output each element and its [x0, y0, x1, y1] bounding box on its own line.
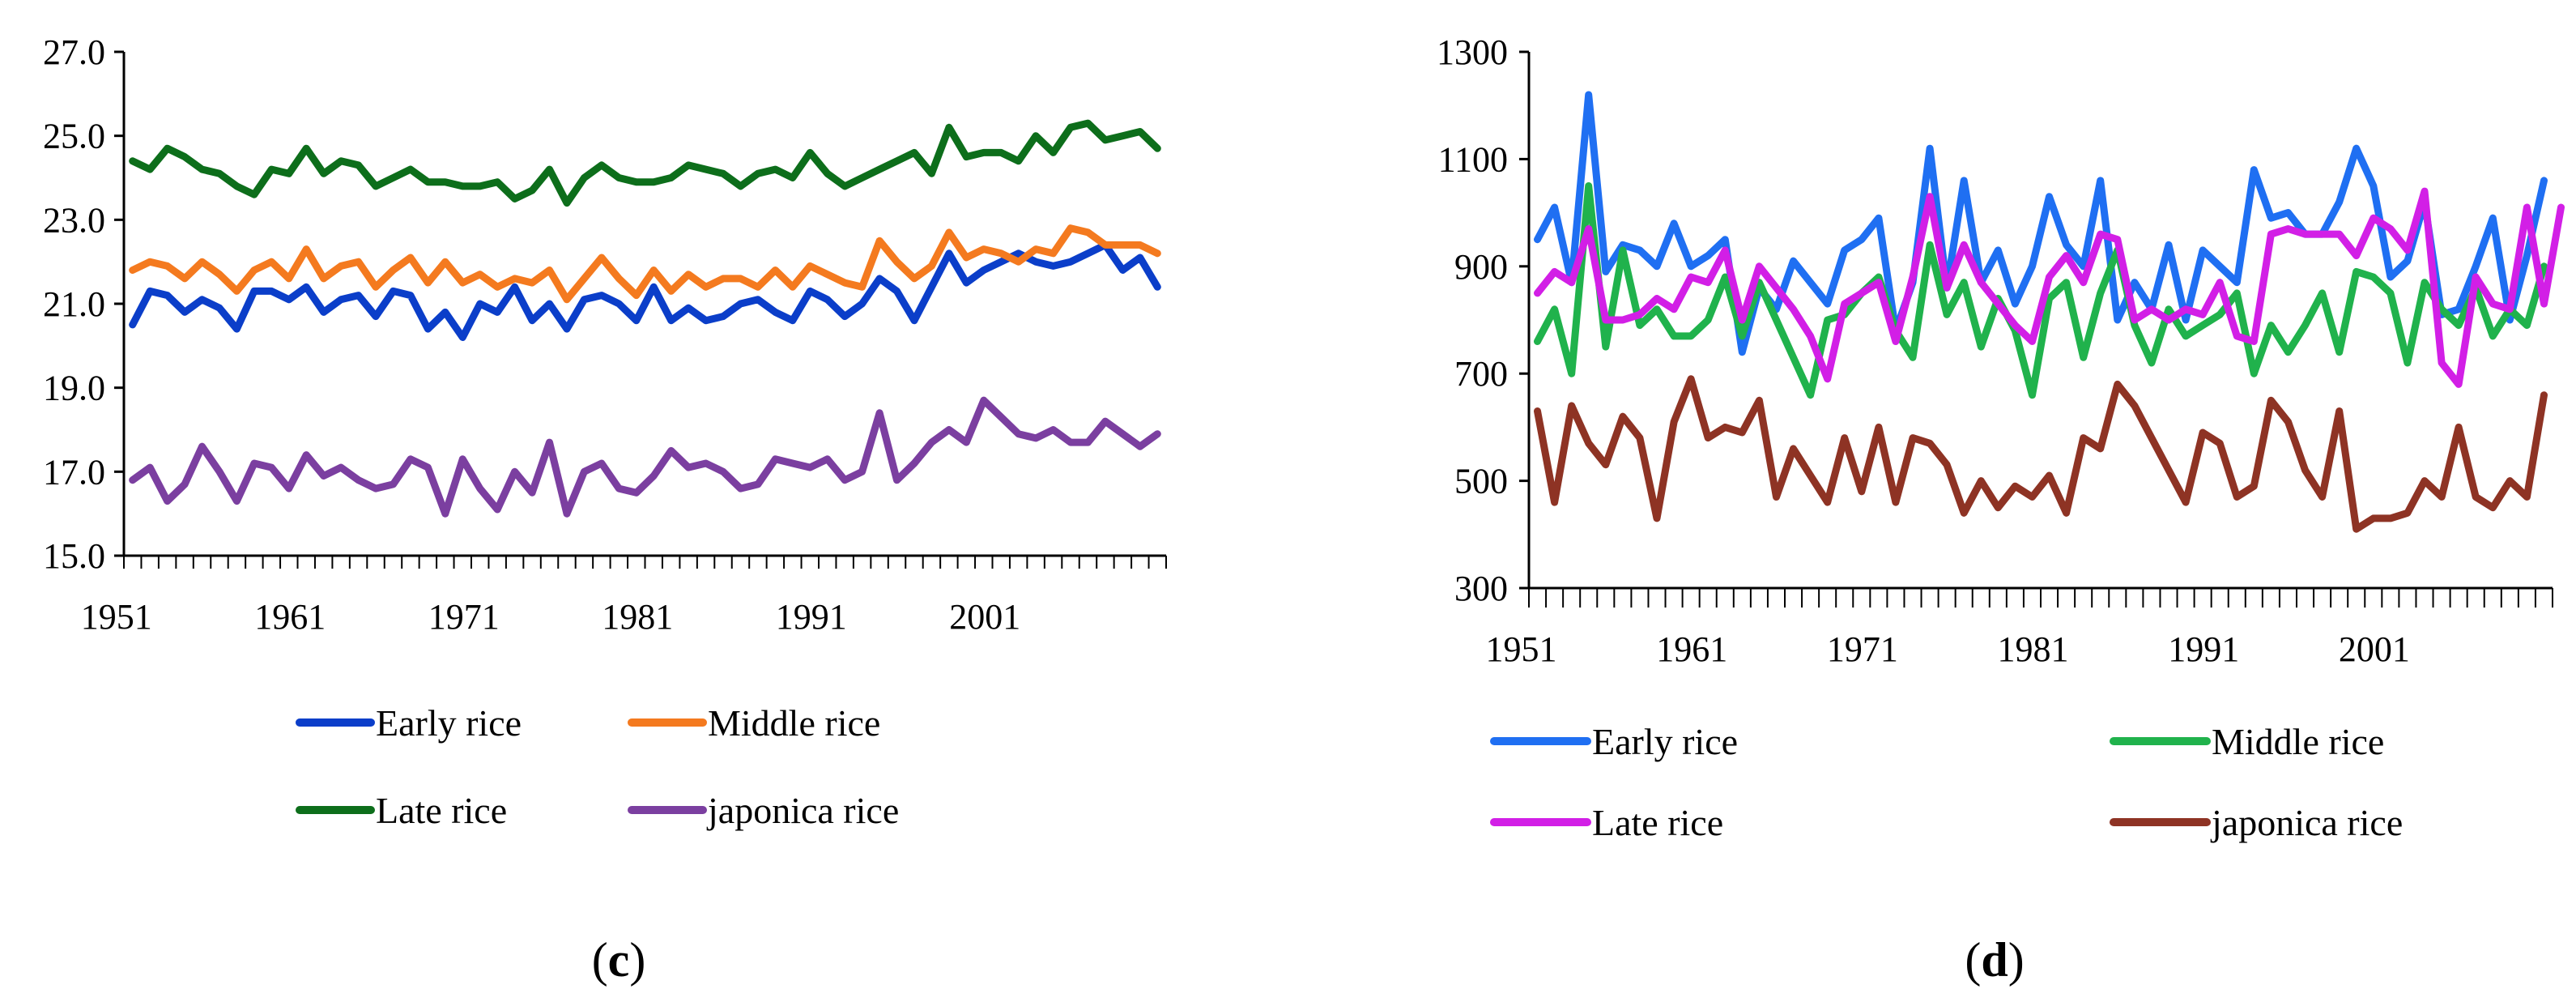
- series-line-early-rice: [129, 241, 1161, 341]
- legend-label: Late rice: [1592, 802, 1723, 843]
- legend-d: Early rice Middle rice Late rice japonica r…: [1490, 721, 2403, 843]
- y-tick-label: 27.0: [43, 32, 105, 72]
- series-line-middle-rice: [1534, 182, 2548, 399]
- y-tick-label: 1100: [1438, 139, 1508, 179]
- series-line-japonica-rice: [1534, 375, 2548, 533]
- series-line-early-rice: [1534, 91, 2548, 356]
- caption-d: (d): [1965, 933, 2024, 987]
- legend-label: Early rice: [376, 702, 522, 744]
- y-tick-label: 19.0: [43, 369, 105, 408]
- chart-d: 300 500 700 900 1100 1300 1951 1961 1971 1981 1991…: [1437, 32, 2565, 669]
- series-line-late-rice: [129, 119, 1161, 207]
- x-tick-label: 1981: [1998, 629, 2069, 669]
- x-tick-label: 1981: [602, 597, 673, 637]
- x-tick-label: 1951: [81, 597, 152, 637]
- y-tick-label: 21.0: [43, 284, 105, 324]
- x-tick-label: 2001: [949, 597, 1020, 637]
- y-tick-label: 25.0: [43, 117, 105, 156]
- y-tick-label: 900: [1454, 247, 1508, 287]
- legend-label: Early rice: [1592, 721, 1738, 762]
- x-tick-label: 1961: [254, 597, 326, 637]
- legend-label: Middle rice: [708, 702, 880, 744]
- legend-label: Middle rice: [2212, 721, 2384, 762]
- x-tick-label: 1971: [1827, 629, 1898, 669]
- x-tick-label: 1951: [1486, 629, 1557, 669]
- x-tick-label: 1991: [776, 597, 847, 637]
- chart-c: 15.0 17.0 19.0 21.0 23.0 25.0 27.0 1951 1961 1971…: [43, 32, 1167, 637]
- y-tick-label: 17.0: [43, 452, 105, 492]
- y-tick-label: 300: [1454, 569, 1508, 608]
- legend-label: Late rice: [376, 790, 507, 831]
- x-tick-label: 2001: [2339, 629, 2410, 669]
- x-tick-label: 1971: [428, 597, 500, 637]
- x-tick-label: 1991: [2168, 629, 2239, 669]
- x-tick-label: 1961: [1656, 629, 1727, 669]
- caption-c: (c): [592, 933, 646, 987]
- y-tick-label: 23.0: [43, 200, 105, 240]
- y-tick-label: 1300: [1437, 32, 1508, 72]
- series-line-japonica-rice: [129, 396, 1161, 518]
- series-line-late-rice: [1534, 187, 2565, 388]
- legend-c: Early rice Middle rice Late rice japonica r…: [296, 702, 899, 831]
- series-line-middle-rice: [129, 224, 1161, 304]
- y-tick-label: 700: [1454, 354, 1508, 394]
- y-tick-label: 500: [1454, 462, 1508, 501]
- y-tick-label: 15.0: [43, 536, 105, 576]
- legend-label: japonica rice: [2210, 802, 2403, 843]
- legend-label: japonica rice: [706, 790, 899, 831]
